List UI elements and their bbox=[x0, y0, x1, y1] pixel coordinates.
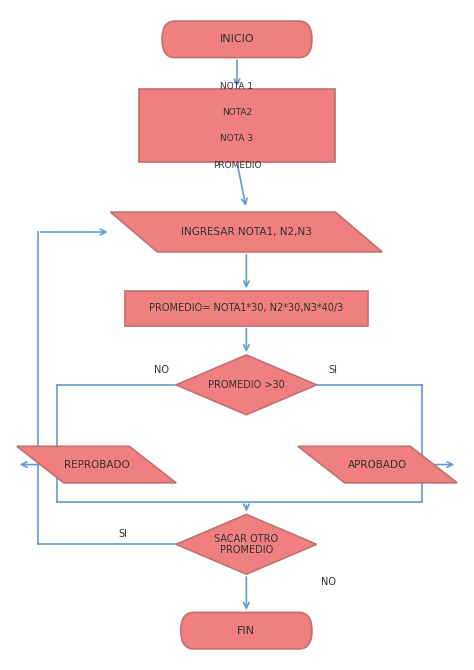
Polygon shape bbox=[110, 212, 382, 252]
Text: PROMEDIO >30: PROMEDIO >30 bbox=[208, 380, 285, 390]
Text: INGRESAR NOTA1, N2,N3: INGRESAR NOTA1, N2,N3 bbox=[181, 227, 312, 237]
Text: FIN: FIN bbox=[237, 626, 255, 636]
Text: INICIO: INICIO bbox=[219, 34, 255, 44]
Text: SI: SI bbox=[118, 529, 127, 539]
FancyBboxPatch shape bbox=[162, 21, 312, 58]
Text: NO: NO bbox=[154, 365, 169, 375]
Text: REPROBADO: REPROBADO bbox=[64, 460, 129, 470]
Polygon shape bbox=[176, 355, 317, 415]
Text: APROBADO: APROBADO bbox=[348, 460, 407, 470]
Text: SI: SI bbox=[328, 365, 337, 375]
FancyBboxPatch shape bbox=[138, 89, 336, 162]
Text: NOTA 1

NOTA2

NOTA 3

PROMEDIO: NOTA 1 NOTA2 NOTA 3 PROMEDIO bbox=[213, 82, 261, 170]
Polygon shape bbox=[298, 446, 457, 483]
Text: SACAR OTRO
PROMEDIO: SACAR OTRO PROMEDIO bbox=[214, 533, 278, 555]
Polygon shape bbox=[17, 446, 176, 483]
Text: PROMEDIO= NOTA1*30, N2*30,N3*40/3: PROMEDIO= NOTA1*30, N2*30,N3*40/3 bbox=[149, 304, 344, 314]
FancyBboxPatch shape bbox=[125, 291, 368, 326]
Polygon shape bbox=[176, 515, 317, 574]
Text: NO: NO bbox=[321, 577, 337, 587]
FancyBboxPatch shape bbox=[181, 612, 312, 649]
